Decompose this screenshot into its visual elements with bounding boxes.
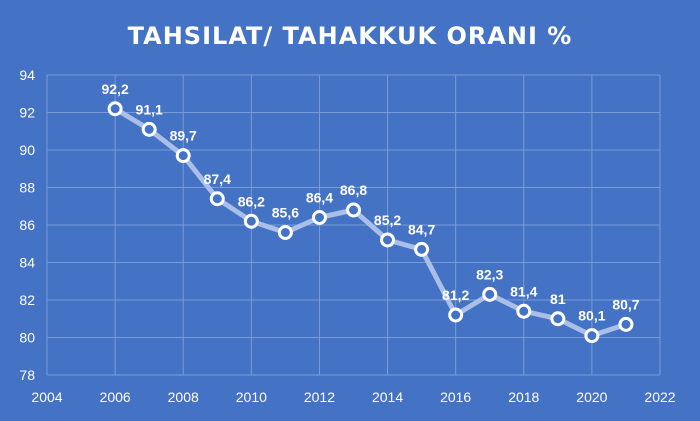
data-label: 86,2 (238, 193, 265, 209)
chart-title: TAHSILAT/ TAHAKKUK ORANI % (128, 22, 573, 50)
data-point (618, 316, 634, 332)
y-axis-ticks: 78 80 82 84 86 88 90 92 94 (19, 67, 35, 383)
data-point (414, 241, 430, 257)
data-point (550, 311, 566, 327)
y-tick-label: 94 (19, 67, 35, 83)
x-tick-label: 2018 (508, 389, 539, 405)
data-label: 89,7 (170, 128, 197, 144)
y-tick-label: 88 (19, 180, 35, 196)
data-label: 86,8 (340, 182, 367, 198)
data-point (380, 232, 396, 248)
data-point (482, 286, 498, 302)
x-tick-label: 2020 (576, 389, 607, 405)
data-point (277, 225, 293, 240)
x-tick-label: 2010 (236, 389, 267, 405)
x-tick-label: 2008 (168, 389, 199, 405)
data-label: 92,2 (101, 81, 128, 97)
data-point (243, 213, 259, 229)
data-point (209, 191, 225, 207)
data-point (448, 307, 464, 323)
data-point (346, 202, 361, 218)
y-tick-label: 80 (19, 330, 35, 346)
data-point (584, 328, 600, 344)
y-tick-label: 84 (19, 255, 35, 271)
data-label: 87,4 (204, 171, 231, 187)
data-label: 85,6 (272, 205, 299, 221)
data-label: 80,7 (612, 296, 639, 312)
y-tick-label: 86 (19, 217, 35, 233)
data-label: 80,1 (578, 308, 605, 324)
y-tick-label: 90 (19, 142, 35, 158)
series-line (112, 106, 629, 339)
data-label: 85,2 (374, 212, 401, 228)
data-label: 84,7 (408, 221, 435, 237)
x-tick-label: 2016 (440, 389, 471, 405)
y-tick-label: 92 (19, 105, 35, 121)
x-axis-ticks: 2004 2006 2008 2010 2012 2014 2016 2018 2020 2022 (31, 389, 675, 405)
data-point (107, 101, 123, 117)
grid-lines (46, 74, 661, 376)
data-labels: 92,2 91,1 89,7 87,4 86,2 85,6 86,4 86,8 85,2 84,7… (101, 81, 639, 324)
x-tick-label: 2004 (31, 389, 62, 405)
y-tick-label: 82 (19, 292, 35, 308)
x-tick-label: 2012 (304, 389, 335, 405)
data-points (107, 101, 634, 344)
data-label: 81,2 (442, 287, 469, 303)
data-label: 91,1 (136, 101, 163, 117)
x-tick-label: 2022 (644, 389, 675, 405)
data-point (175, 148, 191, 164)
data-label: 86,4 (306, 190, 333, 206)
data-point (311, 210, 327, 225)
data-label: 81,4 (510, 283, 537, 299)
x-tick-label: 2006 (100, 389, 131, 405)
data-label: 81 (550, 291, 566, 307)
y-tick-label: 78 (19, 367, 35, 383)
x-tick-label: 2014 (372, 389, 403, 405)
data-label: 82,3 (476, 266, 503, 282)
data-point (516, 303, 532, 319)
data-point (141, 121, 157, 137)
